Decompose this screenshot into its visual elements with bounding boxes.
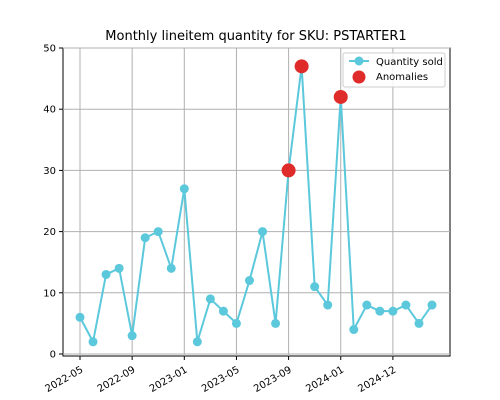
data-point [323, 300, 333, 310]
x-tick-label: 2024-12 [356, 365, 398, 395]
data-point [349, 325, 359, 335]
series-anomalies [281, 59, 348, 178]
data-point [153, 227, 163, 237]
x-tick-label: 2022-09 [96, 365, 138, 395]
data-point [401, 300, 411, 310]
x-tick-label: 2023-01 [148, 365, 190, 395]
data-point [258, 227, 268, 237]
x-tick-label: 2024-01 [304, 365, 346, 395]
y-tick-label: 10 [43, 288, 56, 299]
data-point [127, 331, 137, 341]
data-point [375, 306, 385, 316]
data-point [427, 300, 437, 310]
anomaly-point [333, 89, 348, 104]
data-point [205, 294, 215, 304]
anomaly-point [294, 59, 309, 74]
data-point [166, 263, 176, 273]
legend: Quantity sold Anomalies [342, 52, 446, 88]
anomaly-point [281, 163, 296, 178]
series-line-quantity-sold [79, 65, 433, 343]
data-point [179, 184, 189, 194]
data-point [101, 269, 111, 279]
x-tick-label: 2023-09 [252, 365, 294, 395]
chart-title: Monthly lineitem quantity for SKU: PSTAR… [105, 29, 406, 44]
legend-marker-anomalies [352, 70, 366, 84]
legend-label-quantity-sold: Quantity sold [376, 57, 443, 68]
data-point [414, 318, 424, 328]
data-point [271, 318, 281, 328]
data-point [310, 282, 320, 292]
data-point [192, 337, 202, 347]
data-point [362, 300, 372, 310]
x-tick-label: 2023-05 [200, 365, 242, 395]
legend-label-anomalies: Anomalies [376, 72, 428, 83]
data-point [231, 318, 241, 328]
y-tick-label: 0 [50, 350, 56, 361]
data-point [88, 337, 98, 347]
data-point [244, 276, 254, 286]
data-point [75, 312, 85, 322]
data-point [140, 233, 150, 243]
legend-marker-quantity-sold [354, 56, 364, 66]
y-tick-label: 30 [43, 166, 56, 177]
x-tick-label: 2022-05 [44, 365, 86, 395]
y-tick-label: 50 [43, 44, 56, 55]
data-point [218, 306, 228, 316]
y-tick-label: 20 [43, 227, 56, 238]
data-point [388, 306, 398, 316]
data-point [114, 263, 124, 273]
series-quantity-sold [75, 61, 437, 347]
y-tick-label: 40 [43, 105, 56, 116]
